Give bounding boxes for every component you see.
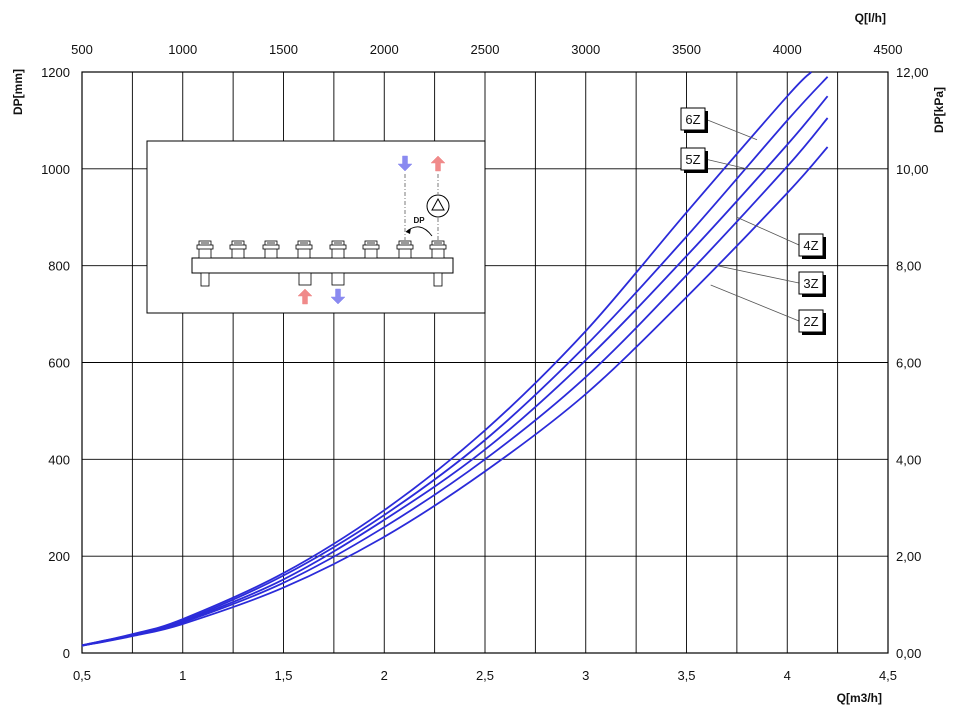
series-tag-box xyxy=(798,233,824,257)
y-axis-left-ticks: 0 200 400 600 800 1000 1200 xyxy=(41,65,70,661)
y-axis-left-tick-label: 600 xyxy=(48,356,70,371)
y-axis-right-tick-label: 10,00 xyxy=(896,162,929,177)
x-axis-top-ticks: 500 1000 1500 2000 2500 3000 3500 4000 4500 xyxy=(71,42,902,57)
y-axis-left-tick-label: 0 xyxy=(63,646,70,661)
x-axis-top-tick-label: 1000 xyxy=(168,42,197,57)
connection-port xyxy=(331,272,345,286)
series-tag-label-2z: 2Z xyxy=(803,314,818,329)
series-line-2z xyxy=(81,146,829,647)
supply-arrow-icon xyxy=(430,155,446,172)
supply-arrow-icon xyxy=(297,288,313,305)
return-arrow-icon xyxy=(330,288,346,305)
valve-body xyxy=(431,240,445,259)
x-axis-bottom-tick-label: 1,5 xyxy=(274,668,292,683)
x-axis-top-tick-label: 2500 xyxy=(471,42,500,57)
inset-frame xyxy=(146,140,486,314)
x-axis-bottom-tick-label: 1 xyxy=(179,668,186,683)
y-axis-left-title: DP[mm] xyxy=(11,69,25,115)
series-line-5z xyxy=(81,76,829,647)
y-axis-left-tick-label: 1000 xyxy=(41,162,70,177)
series-lines xyxy=(81,71,829,647)
plot-frame xyxy=(81,71,889,654)
series-tag-label-5z: 5Z xyxy=(685,152,700,167)
y-axis-right-title: DP[kPa] xyxy=(932,87,946,133)
valve-nut xyxy=(262,244,280,250)
valve-body xyxy=(398,240,412,259)
series-tag-label-3z: 3Z xyxy=(803,276,818,291)
valve-body xyxy=(364,240,378,259)
x-axis-bottom-tick-label: 3,5 xyxy=(677,668,695,683)
valve-body xyxy=(264,240,278,259)
series-tag-box xyxy=(798,271,824,295)
inset-diagram: DP xyxy=(146,140,486,314)
y-axis-left-tick-label: 400 xyxy=(48,452,70,467)
x-axis-bottom-title: Q[m3/h] xyxy=(837,691,882,705)
x-axis-top-title: Q[l/h] xyxy=(855,11,886,25)
support-leg xyxy=(433,272,443,287)
series-tag-box xyxy=(680,147,706,171)
pump-icon xyxy=(426,194,450,218)
x-axis-bottom-tick-label: 0,5 xyxy=(73,668,91,683)
x-axis-top-tick-label: 4500 xyxy=(874,42,903,57)
x-axis-top-tick-label: 1500 xyxy=(269,42,298,57)
valve-nut xyxy=(396,244,414,250)
valve-nut xyxy=(196,244,214,250)
pump-triangle-icon xyxy=(431,197,445,211)
valve-nut xyxy=(362,244,380,250)
series-tag-leader xyxy=(710,284,800,322)
series-tag-leader xyxy=(716,265,800,284)
series-tag-label-4z: 4Z xyxy=(803,238,818,253)
dp-arrowhead-icon xyxy=(406,228,411,234)
support-leg xyxy=(200,272,210,287)
series-tag-box xyxy=(680,107,706,131)
connection-port xyxy=(298,272,312,286)
x-axis-top-tick-label: 3500 xyxy=(672,42,701,57)
y-axis-right-tick-label: 4,00 xyxy=(896,452,921,467)
x-axis-bottom-tick-label: 2 xyxy=(381,668,388,683)
x-axis-bottom-ticks: 0,5 1 1,5 2 2,5 3 3,5 4 4,5 xyxy=(73,668,897,683)
y-axis-right-tick-label: 8,00 xyxy=(896,259,921,274)
x-axis-bottom-tick-label: 4 xyxy=(784,668,791,683)
series-line-6z xyxy=(81,71,813,647)
return-arrow-icon xyxy=(397,155,413,172)
y-axis-left-tick-label: 200 xyxy=(48,549,70,564)
valve-nut xyxy=(229,244,247,250)
y-axis-right-tick-label: 2,00 xyxy=(896,549,921,564)
y-axis-left-tick-label: 1200 xyxy=(41,65,70,80)
x-axis-top-tick-label: 4000 xyxy=(773,42,802,57)
valve-body xyxy=(297,240,311,259)
y-axis-left-tick-label: 800 xyxy=(48,259,70,274)
x-axis-top-tick-label: 3000 xyxy=(571,42,600,57)
series-tag-leader xyxy=(704,158,748,170)
series-tag-box xyxy=(798,309,824,333)
valve-nut xyxy=(295,244,313,250)
series-tags: 2Z 3Z 4Z 5Z 6Z xyxy=(680,107,826,335)
x-axis-bottom-tick-label: 4,5 xyxy=(879,668,897,683)
y-axis-right-tick-label: 6,00 xyxy=(896,356,921,371)
y-axis-right-tick-label: 12,00 xyxy=(896,65,929,80)
valve-nut xyxy=(429,244,447,250)
y-axis-right-tick-label: 0,00 xyxy=(896,646,921,661)
valve-body xyxy=(198,240,212,259)
x-axis-top-tick-label: 500 xyxy=(71,42,93,57)
valve-body xyxy=(231,240,245,259)
manifold-bar xyxy=(191,257,454,274)
x-axis-top-tick-label: 2000 xyxy=(370,42,399,57)
valve-nut xyxy=(329,244,347,250)
dp-label: DP xyxy=(413,216,425,225)
y-axis-right-ticks: 0,00 2,00 4,00 6,00 8,00 10,00 12,00 xyxy=(896,65,929,661)
series-tag-label-6z: 6Z xyxy=(685,112,700,127)
series-tag-leader xyxy=(736,216,800,246)
valve-body xyxy=(331,240,345,259)
plot-border xyxy=(81,71,889,654)
x-axis-bottom-tick-label: 3 xyxy=(582,668,589,683)
series-tag-leader xyxy=(704,118,758,141)
x-axis-bottom-tick-label: 2,5 xyxy=(476,668,494,683)
